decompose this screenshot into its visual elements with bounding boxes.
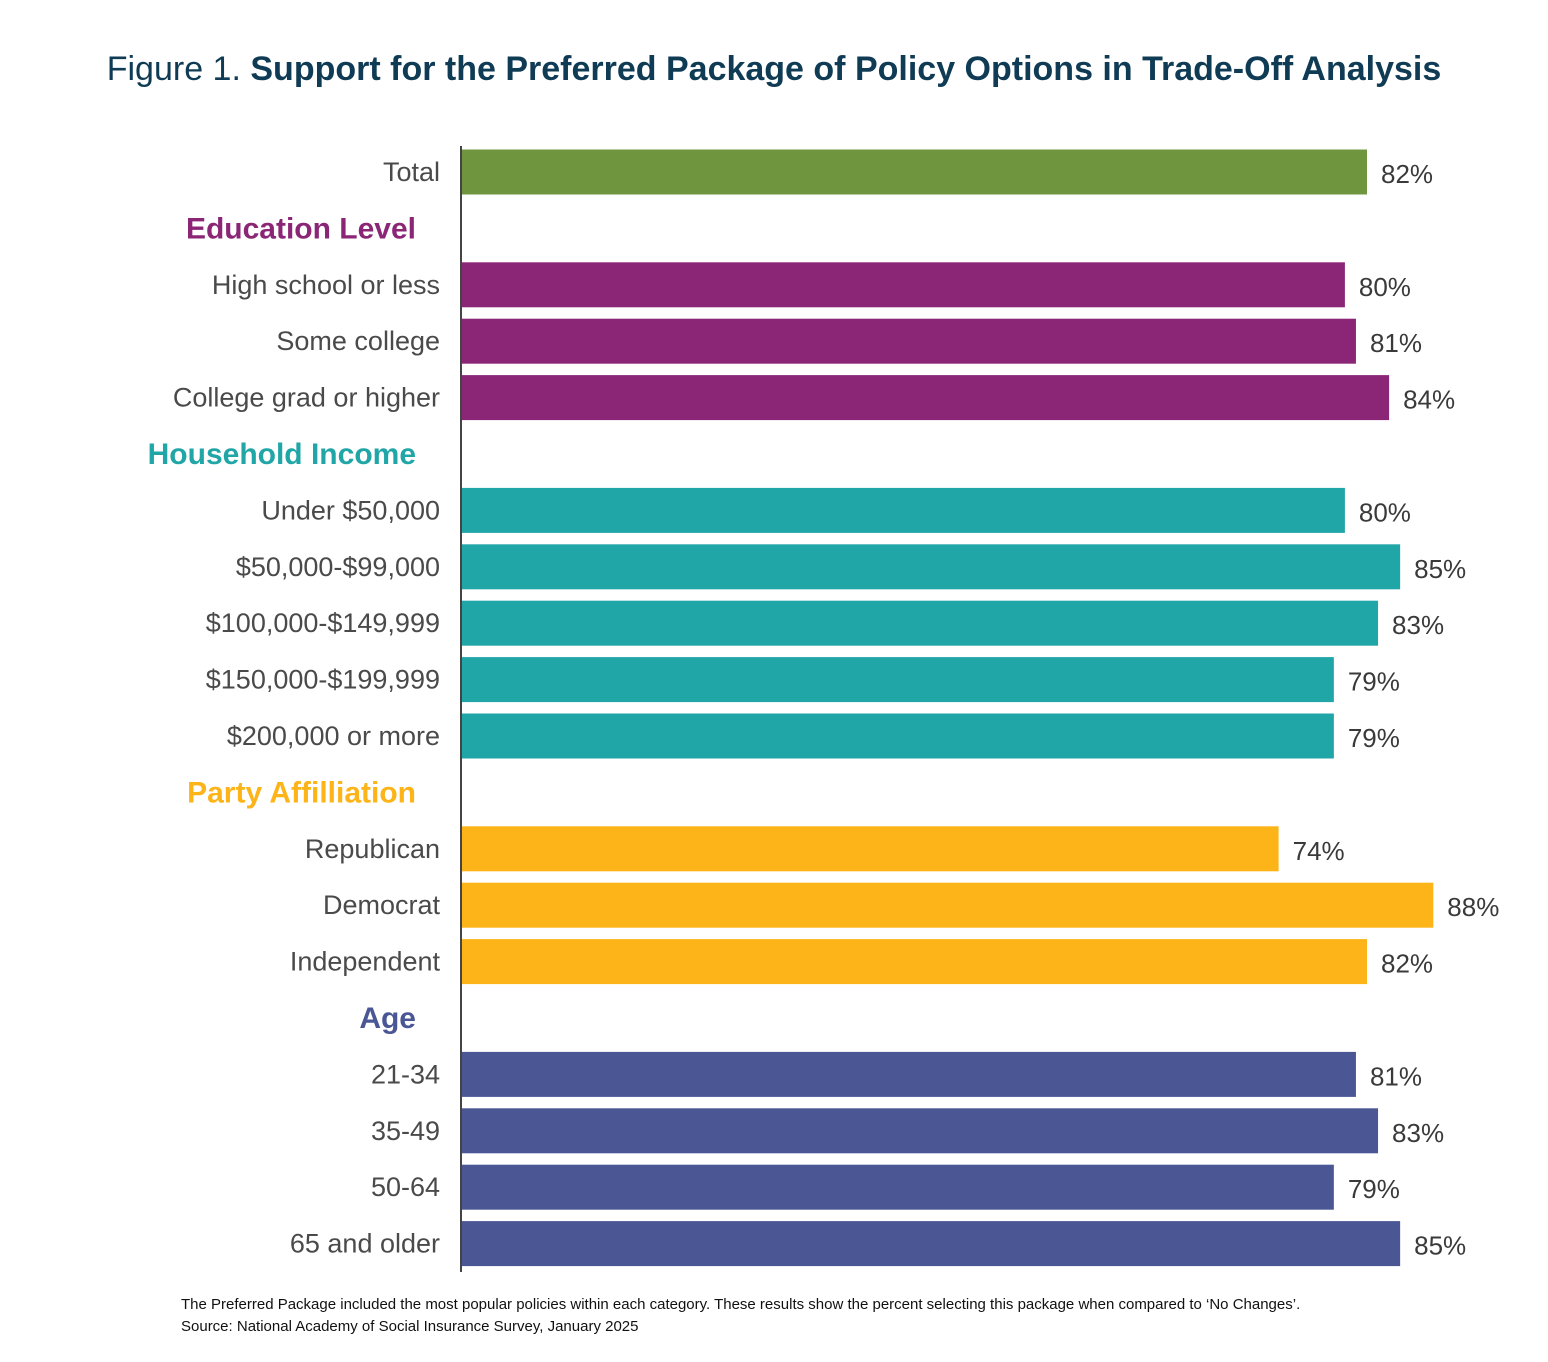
chart-title-prefix: Figure 1. (106, 50, 241, 88)
chart-title: Figure 1. Support for the Preferred Pack… (0, 50, 1548, 89)
bar-35-49 (461, 1108, 1379, 1154)
group-label-household-income: Household Income (148, 438, 416, 471)
category-label-under-50-000: Under $50,000 (261, 495, 440, 525)
value-label-high-school-or-less: 80% (1359, 272, 1411, 302)
chart-title-main: Support for the Preferred Package of Pol… (250, 50, 1442, 88)
value-label-150-000-199-999: 79% (1348, 667, 1400, 697)
category-label-65-and-older: 65 and older (290, 1229, 440, 1259)
bar-21-34 (461, 1051, 1356, 1097)
value-label-republican: 74% (1293, 836, 1345, 866)
value-label-100-000-149-999: 83% (1392, 610, 1444, 640)
category-label-some-college: Some college (276, 326, 440, 356)
bar-some-college (461, 318, 1356, 364)
bar-150-000-199-999 (461, 657, 1334, 703)
bar-50-000-99-000 (461, 544, 1401, 590)
category-label-republican: Republican (305, 834, 440, 864)
category-label-college-grad-or-higher: College grad or higher (173, 383, 440, 413)
group-label-education-level: Education Level (186, 212, 416, 245)
value-label-21-34: 81% (1370, 1061, 1422, 1091)
value-label-50-000-99-000: 85% (1414, 554, 1466, 584)
category-label-democrat: Democrat (323, 890, 441, 920)
category-label-50-64: 50-64 (371, 1172, 440, 1202)
category-label-21-34: 21-34 (371, 1059, 440, 1089)
bar-democrat (461, 882, 1434, 928)
bar-200-000-or-more (461, 713, 1334, 759)
bar-high-school-or-less (461, 262, 1345, 308)
value-label-under-50-000: 80% (1359, 497, 1411, 527)
category-label-total: Total (383, 157, 440, 187)
group-label-party-affilliation: Party Affilliation (187, 776, 416, 809)
bar-independent (461, 939, 1367, 985)
footnote-note: The Preferred Package included the most … (181, 1296, 1301, 1313)
value-label-total: 82% (1381, 159, 1433, 189)
category-label-200-000-or-more: $200,000 or more (227, 721, 440, 751)
category-label-high-school-or-less: High school or less (212, 270, 440, 300)
value-label-200-000-or-more: 79% (1348, 723, 1400, 753)
footnote: The Preferred Package included the most … (181, 1294, 1300, 1338)
bar-under-50-000 (461, 487, 1345, 533)
bar-50-64 (461, 1164, 1334, 1210)
value-label-independent: 82% (1381, 949, 1433, 979)
value-label-some-college: 81% (1370, 328, 1422, 358)
bar-chart: Total 82% Education Level High school or le… (148, 146, 1499, 1272)
value-label-65-and-older: 85% (1414, 1231, 1466, 1261)
bar-total (461, 149, 1367, 195)
bar-college-grad-or-higher (461, 375, 1390, 421)
category-label-50-000-99-000: $50,000-$99,000 (236, 552, 440, 582)
group-label-age: Age (359, 1002, 416, 1035)
footnote-source: Source: National Academy of Social Insur… (181, 1318, 639, 1335)
value-label-college-grad-or-higher: 84% (1403, 385, 1455, 415)
bar-100-000-149-999 (461, 600, 1379, 646)
category-label-independent: Independent (290, 947, 441, 977)
category-label-150-000-199-999: $150,000-$199,999 (206, 665, 440, 695)
value-label-50-64: 79% (1348, 1174, 1400, 1204)
bar-65-and-older (461, 1221, 1401, 1267)
value-label-35-49: 83% (1392, 1118, 1444, 1148)
value-label-democrat: 88% (1447, 892, 1499, 922)
bar-republican (461, 826, 1279, 872)
category-label-35-49: 35-49 (371, 1116, 440, 1146)
category-label-100-000-149-999: $100,000-$149,999 (206, 608, 440, 638)
